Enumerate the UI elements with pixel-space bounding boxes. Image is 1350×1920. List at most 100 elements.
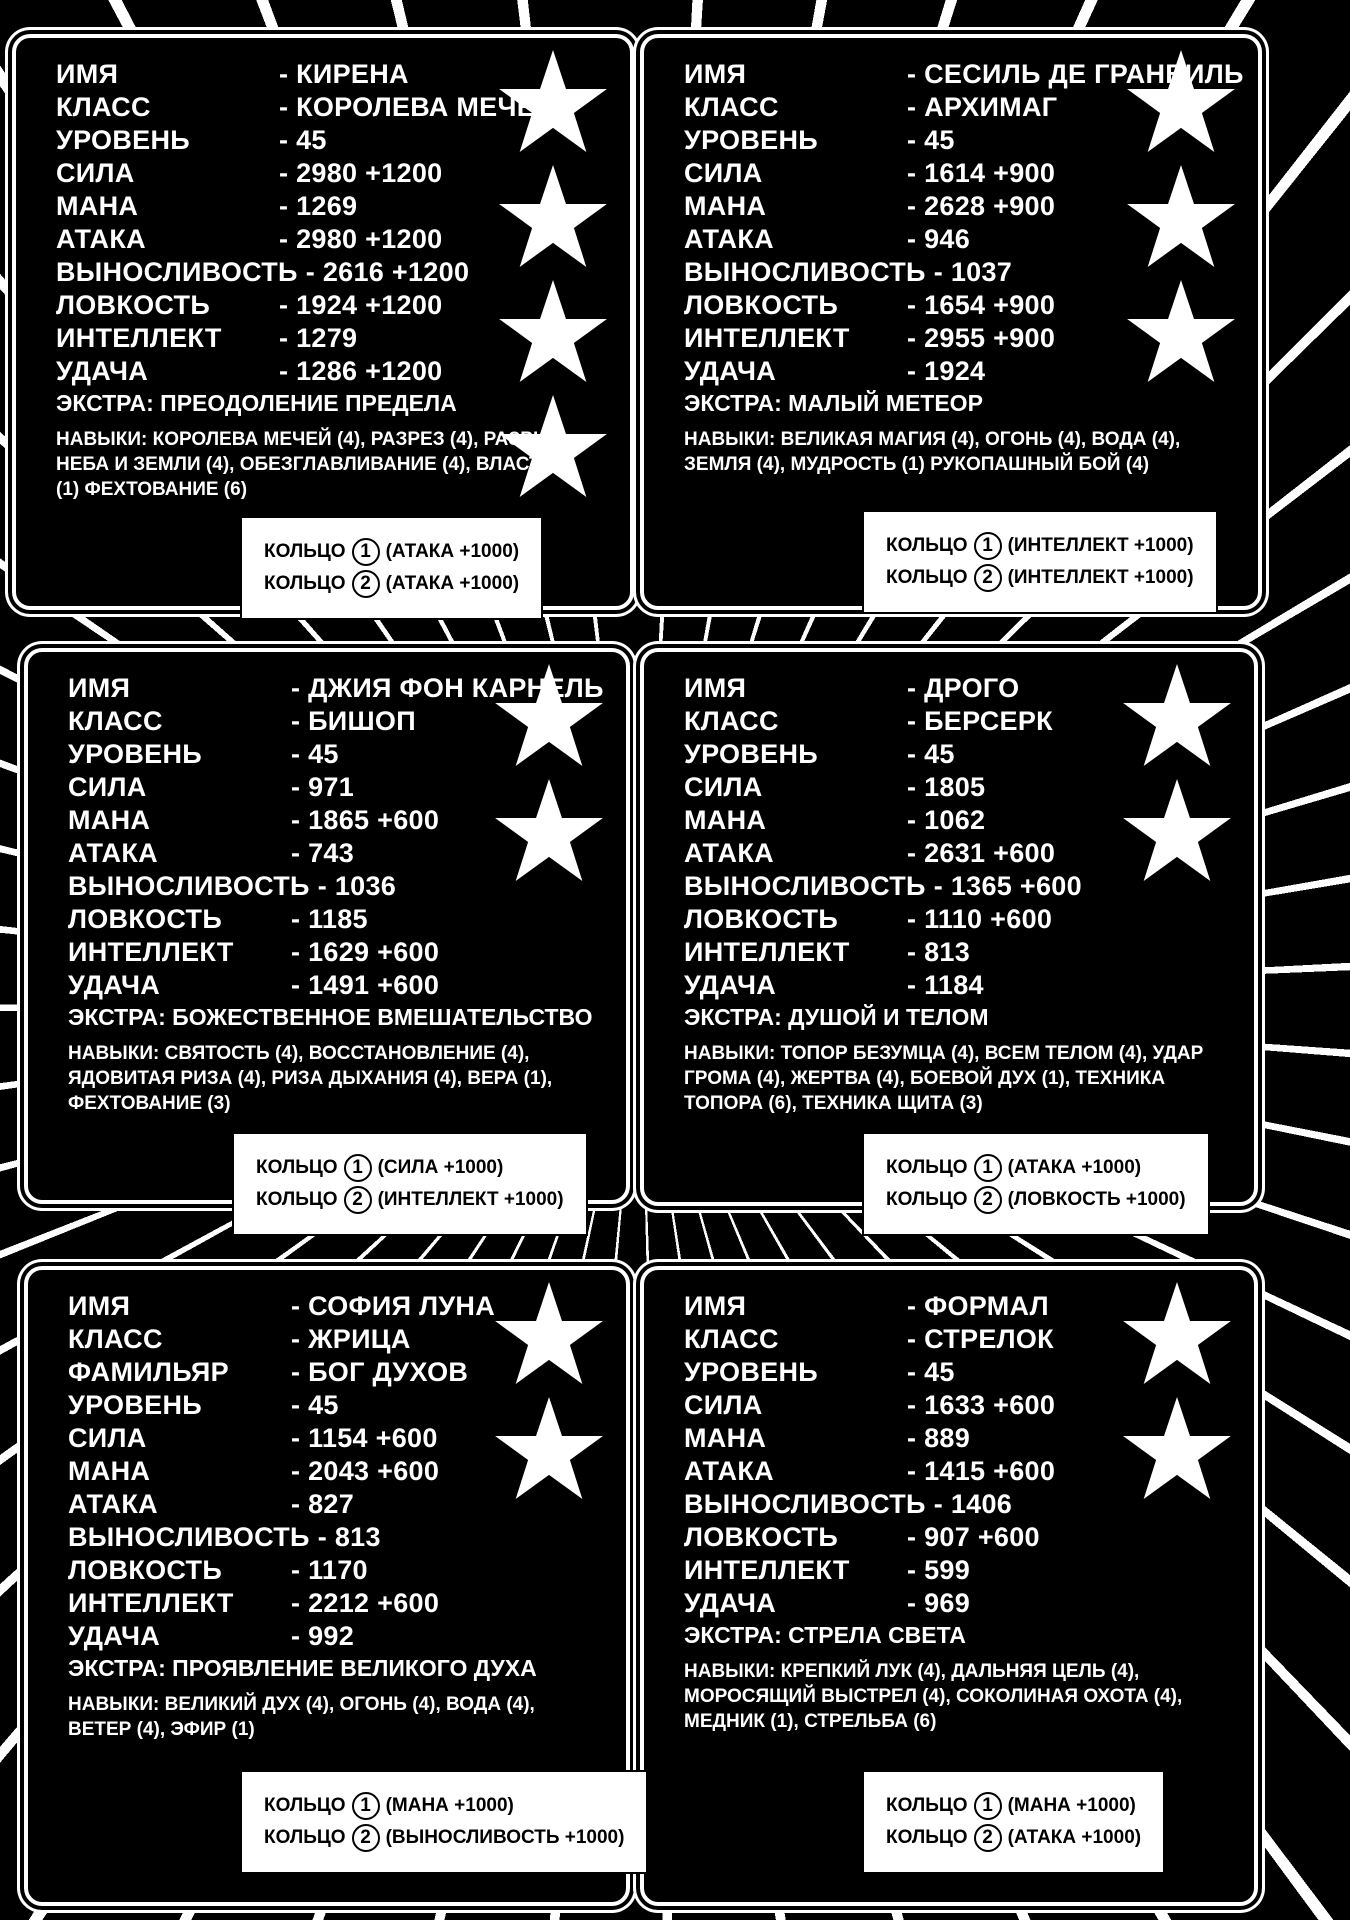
extra-ability: ЭКСТРА: ДУШОЙ И ТЕЛОМ xyxy=(684,1004,989,1030)
ring-line: КОЛЬЦО 1 (АТАКА +1000) xyxy=(264,536,519,568)
stat-row: УДАЧА - 992 xyxy=(68,1620,588,1653)
ring-bonus: (ИНТЕЛЛЕКТ +1000) xyxy=(1007,535,1194,556)
star-icon xyxy=(1123,664,1231,766)
star-icon xyxy=(1127,165,1235,267)
stat-value: - 2980 +1200 xyxy=(279,224,443,254)
ring-label: КОЛЬЦО xyxy=(264,541,346,562)
ring-number: 2 xyxy=(973,1186,1002,1214)
ring-number: 2 xyxy=(351,570,380,598)
stat-row: ЛОВКОСТЬ - 1170 xyxy=(68,1554,588,1587)
stat-value: - СЕСИЛЬ ДЕ ГРАНВИЛЬ xyxy=(907,59,1244,89)
ring-line: КОЛЬЦО 2 (АТАКА +1000) xyxy=(886,1822,1141,1854)
stat-value: - 992 xyxy=(291,1621,355,1651)
stat-row: ВЫНОСЛИВОСТЬ - 1036 xyxy=(68,870,604,903)
stats-block: ИМЯ - ФОРМАЛ КЛАСС - СТРЕЛОК УРОВЕНЬ - 45 СИЛА… xyxy=(684,1290,1204,1734)
stat-value: - 45 xyxy=(907,1357,955,1387)
stat-value: - 1269 xyxy=(279,191,358,221)
stat-value: - ДЖИЯ ФОН КАРНЕЛЬ xyxy=(291,673,604,703)
ring-line: КОЛЬЦО 1 (ИНТЕЛЛЕКТ +1000) xyxy=(886,530,1194,562)
stat-value: - БЕРСЕРК xyxy=(907,706,1053,736)
stat-value: - 1805 xyxy=(907,772,986,802)
star-icon xyxy=(495,1397,603,1499)
stat-value: - ФОРМАЛ xyxy=(907,1291,1049,1321)
stat-row: УДАЧА - 1184 xyxy=(684,969,1204,1002)
stat-value: - СОФИЯ ЛУНА xyxy=(291,1291,496,1321)
star-icon xyxy=(1123,1282,1231,1384)
star-icon xyxy=(495,779,603,881)
stat-value: - 1654 +900 xyxy=(907,290,1056,320)
stats-block: ИМЯ - ДЖИЯ ФОН КАРНЕЛЬ КЛАСС - БИШОП УРОВЕНЬ… xyxy=(68,672,604,1116)
extra-ability: ЭКСТРА: СТРЕЛА СВЕТА xyxy=(684,1622,966,1648)
stat-row: УРОВЕНЬ - 45 xyxy=(684,738,1204,771)
star-icon xyxy=(1127,50,1235,152)
stat-row: СИЛА - 971 xyxy=(68,771,604,804)
stat-value: - 45 xyxy=(279,125,327,155)
stat-label: УДАЧА xyxy=(684,356,777,386)
stat-value: - 2616 +1200 xyxy=(305,257,470,287)
stat-label: УРОВЕНЬ xyxy=(684,739,818,769)
stat-label: МАНА xyxy=(68,1456,151,1486)
stat-row: ИМЯ - ДЖИЯ ФОН КАРНЕЛЬ xyxy=(68,672,604,705)
stat-row: УДАЧА - 1491 +600 xyxy=(68,969,604,1002)
stat-value: - 1865 +600 xyxy=(291,805,440,835)
star-icon xyxy=(495,1282,603,1384)
stat-label: АТАКА xyxy=(684,1456,774,1486)
stat-label: УРОВЕНЬ xyxy=(68,1390,202,1420)
ring-bonus: (ВЫНОСЛИВОСТЬ +1000) xyxy=(385,1827,625,1848)
stat-value: - 813 xyxy=(317,1522,381,1552)
stats-block: ИМЯ - КИРЕНА КЛАСС - КОРОЛЕВА МЕЧЕЙ УРОВЕНЬ -… xyxy=(56,58,576,502)
stat-label: СИЛА xyxy=(68,1423,147,1453)
stat-value: - 1184 xyxy=(907,970,984,1000)
ring-number: 2 xyxy=(973,564,1002,592)
rings-box: КОЛЬЦО 1 (АТАКА +1000) КОЛЬЦО 2 (ЛОВКОСТЬ +10… xyxy=(862,1132,1210,1236)
ring-number: 2 xyxy=(351,1824,380,1852)
ring-line: КОЛЬЦО 2 (ВЫНОСЛИВОСТЬ +1000) xyxy=(264,1822,624,1854)
stat-value: - 1154 +600 xyxy=(291,1423,438,1453)
stat-row: АТАКА - 827 xyxy=(68,1488,588,1521)
ring-bonus: (ЛОВКОСТЬ +1000) xyxy=(1007,1189,1186,1210)
stat-value: - АРХИМАГ xyxy=(907,92,1058,122)
stat-label: ИМЯ xyxy=(684,1291,747,1321)
stat-value: - БОГ ДУХОВ xyxy=(291,1357,469,1387)
stat-row: УДАЧА - 1286 +1200 xyxy=(56,355,576,388)
stat-row: УДАЧА - 969 xyxy=(684,1587,1204,1620)
stat-label: ВЫНОСЛИВОСТЬ xyxy=(68,871,310,901)
stat-value: - 1614 +900 xyxy=(907,158,1056,188)
stat-value: - 2628 +900 xyxy=(907,191,1056,221)
stat-row: ИМЯ - СОФИЯ ЛУНА xyxy=(68,1290,588,1323)
ring-line: КОЛЬЦО 1 (АТАКА +1000) xyxy=(886,1152,1186,1184)
rings-box: КОЛЬЦО 1 (МАНА +1000) КОЛЬЦО 2 (АТАКА +1000) xyxy=(862,1770,1166,1874)
stat-label: УДАЧА xyxy=(684,970,777,1000)
ring-label: КОЛЬЦО xyxy=(886,567,968,588)
stat-value: - 2980 +1200 xyxy=(279,158,443,188)
ring-label: КОЛЬЦО xyxy=(886,1157,968,1178)
stat-row: ИНТЕЛЛЕКТ - 1279 xyxy=(56,322,576,355)
stat-row: ИМЯ - КИРЕНА xyxy=(56,58,576,91)
stat-row: МАНА - 2628 +900 xyxy=(684,190,1244,223)
stat-label: КЛАСС xyxy=(56,92,151,122)
stat-value: - 1037 xyxy=(933,257,1013,287)
stat-row: МАНА - 1062 xyxy=(684,804,1204,837)
stat-row: УДАЧА - 1924 xyxy=(684,355,1244,388)
stat-value: - 1924 xyxy=(907,356,986,386)
skills-list: НАВЫКИ: ТОПОР БЕЗУМЦА (4), ВСЕМ ТЕЛОМ (4… xyxy=(684,1043,1204,1114)
stat-value: - 1170 xyxy=(291,1555,368,1585)
stat-row: МАНА - 889 xyxy=(684,1422,1204,1455)
stat-value: - 1185 xyxy=(291,904,368,934)
stat-label: ИНТЕЛЛЕКТ xyxy=(56,323,222,353)
stat-value: - 813 xyxy=(907,937,971,967)
stat-row: ИНТЕЛЛЕКТ - 2212 +600 xyxy=(68,1587,588,1620)
ring-bonus: (МАНА +1000) xyxy=(1007,1795,1136,1816)
stats-block: ИМЯ - ДРОГО КЛАСС - БЕРСЕРК УРОВЕНЬ - 45 СИЛА -… xyxy=(684,672,1204,1116)
stat-label: ВЫНОСЛИВОСТЬ xyxy=(684,871,926,901)
stat-value: - 45 xyxy=(907,125,955,155)
stat-label: ЛОВКОСТЬ xyxy=(56,290,211,320)
stat-value: - 827 xyxy=(291,1489,355,1519)
stat-label: СИЛА xyxy=(684,1390,763,1420)
ring-number: 2 xyxy=(343,1186,372,1214)
stat-label: ИНТЕЛЛЕКТ xyxy=(684,937,850,967)
ring-bonus: (АТАКА +1000) xyxy=(385,541,520,562)
stat-label: ВЫНОСЛИВОСТЬ xyxy=(684,257,926,287)
stat-label: УДАЧА xyxy=(68,970,161,1000)
ring-label: КОЛЬЦО xyxy=(886,535,968,556)
